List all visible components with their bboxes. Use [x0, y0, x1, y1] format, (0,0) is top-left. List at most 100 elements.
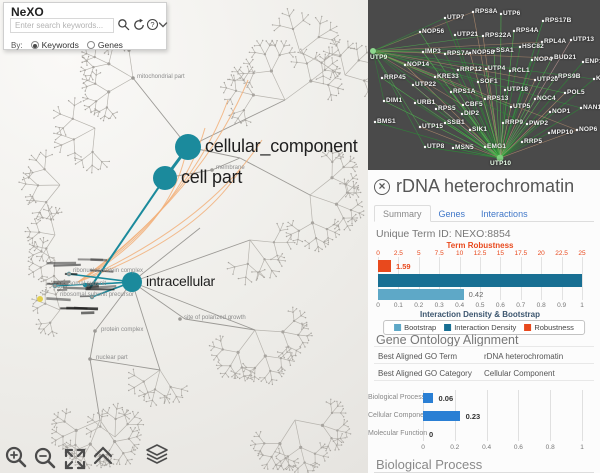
gene-label[interactable]: BUD21 — [554, 54, 577, 61]
gene-label[interactable]: RCL1 — [512, 67, 530, 74]
gene-label-hub[interactable]: UTP9 — [370, 54, 388, 61]
gene-label[interactable]: RRP45 — [384, 74, 406, 81]
tab-interactions[interactable]: Interactions — [481, 209, 528, 219]
gene-label[interactable]: NOP14 — [407, 61, 430, 68]
gene-label[interactable]: SOF1 — [480, 78, 498, 85]
tree-term-label[interactable]: mitochondrial part — [137, 74, 185, 80]
tree-term-label[interactable]: membrane — [216, 165, 245, 171]
gene-label[interactable]: NOP56 — [422, 28, 445, 35]
tree-term-label[interactable]: protein complex — [101, 327, 144, 333]
gene-label[interactable]: RRP12 — [460, 66, 482, 73]
gene-label[interactable]: MPP10 — [551, 129, 574, 136]
gene-label[interactable]: RPS22A — [485, 32, 512, 39]
gene-label[interactable]: SSA1 — [496, 47, 514, 54]
gene-label[interactable]: UTP20 — [537, 76, 559, 83]
tree-term-label[interactable]: ribonucleoprotein complex — [73, 268, 144, 274]
gene-label[interactable]: RPS13 — [487, 95, 509, 102]
gene-label[interactable]: URB1 — [417, 99, 436, 106]
gene-label[interactable]: SSB1 — [447, 119, 465, 126]
gene-label[interactable]: RPS1A — [453, 88, 476, 95]
gene-label[interactable]: KRR1 — [596, 75, 600, 82]
tree-term-label-major[interactable]: cellular_component — [205, 135, 358, 156]
radio-label-keywords[interactable]: Keywords — [41, 40, 79, 50]
search-input[interactable] — [10, 18, 114, 33]
close-icon[interactable]: × — [374, 179, 390, 195]
unique-term-id: Unique Term ID: NEXO:8854 — [376, 228, 511, 240]
gene-label[interactable]: RPS5 — [438, 105, 456, 112]
collapse-all-icon[interactable] — [90, 443, 116, 473]
go-category-label: Biological Process — [368, 394, 426, 401]
legend-item: Bootstrap — [394, 323, 436, 332]
gene-label[interactable]: RPS9B — [558, 73, 581, 80]
gene-label[interactable]: RPS8A — [475, 8, 498, 15]
top-axis-tick: 10 — [455, 250, 464, 257]
gene-label[interactable]: KRE33 — [437, 73, 459, 80]
gene-label[interactable]: NOP58 — [472, 49, 495, 56]
radio-keywords[interactable] — [30, 41, 39, 49]
gene-label[interactable]: SIK1 — [472, 126, 488, 133]
reset-icon[interactable] — [132, 18, 146, 32]
tree-term-label-major[interactable]: cell part — [181, 166, 243, 187]
bottom-axis-tick: 0.4 — [455, 302, 465, 309]
radio-genes[interactable] — [86, 41, 95, 49]
gene-label[interactable]: UTP7 — [447, 14, 465, 21]
top-axis-tick: 0 — [376, 250, 380, 257]
biological-process-heading: Biological Process — [376, 457, 483, 472]
layers-icon[interactable] — [144, 442, 170, 473]
gene-label[interactable]: RPL4A — [544, 38, 567, 45]
detail-tabs: Summary Genes Interactions — [374, 204, 594, 222]
tree-term-label[interactable]: nuclear part — [96, 355, 128, 361]
gene-label[interactable]: UTP21 — [457, 31, 479, 38]
search-icon[interactable] — [117, 18, 131, 32]
gene-label[interactable]: RPS7A — [447, 50, 470, 57]
term-title: rDNA heterochromatin — [396, 176, 575, 196]
gene-label[interactable]: NAN1 — [583, 104, 600, 111]
gene-label[interactable]: POL5 — [567, 89, 585, 96]
gene-label[interactable]: MSN5 — [455, 144, 474, 151]
top-axis-tick: 25 — [578, 250, 586, 257]
gene-label[interactable]: UTP6 — [503, 10, 521, 17]
fit-icon[interactable] — [62, 446, 88, 473]
tree-term-label[interactable]: site of polarized growth — [184, 315, 246, 321]
gene-label[interactable]: UTP4 — [488, 65, 506, 72]
radio-label-genes[interactable]: Genes — [97, 40, 123, 50]
legend-label: Robustness — [534, 323, 574, 332]
zoom-in-icon[interactable] — [4, 445, 30, 473]
tab-summary[interactable]: Summary — [374, 205, 431, 222]
gene-label[interactable]: NOP4 — [534, 56, 553, 63]
top-axis-tick: 5 — [416, 250, 421, 257]
gene-label[interactable]: UTP22 — [415, 81, 437, 88]
help-icon[interactable]: ? — [146, 18, 160, 32]
gene-label[interactable]: ENP1 — [585, 58, 600, 65]
gene-label[interactable]: HSC82 — [522, 43, 544, 50]
gene-label[interactable]: UTP8 — [427, 143, 445, 150]
gene-label[interactable]: RPS4A — [516, 27, 539, 34]
gene-label[interactable]: UTP5 — [513, 103, 531, 110]
tab-genes[interactable]: Genes — [438, 209, 466, 219]
tree-term-label[interactable]: ribosomal subunit — [59, 281, 107, 287]
tree-term-label-major[interactable]: intracellular — [146, 273, 215, 290]
gene-label[interactable]: RRP5 — [524, 138, 543, 145]
collapse-icon[interactable] — [157, 18, 171, 32]
gene-label[interactable]: UTP18 — [507, 86, 529, 93]
interaction-network-panel[interactable]: RPS8A UTP6 UTP7 RPS17B NOP56 UTP21 RPS22A RPS4A… — [368, 0, 600, 170]
tree-term-label[interactable]: ribosomal subunit precursor — [60, 292, 135, 298]
gene-label[interactable]: NOP1 — [552, 108, 571, 115]
gene-label[interactable]: UTP15 — [422, 123, 444, 130]
gene-label[interactable]: PWP2 — [529, 120, 549, 127]
gene-label[interactable]: IMP3 — [425, 48, 441, 55]
gene-label[interactable]: CBF5 — [465, 101, 483, 108]
gene-label[interactable]: UTP13 — [573, 36, 595, 43]
ontology-tree-canvas[interactable]: mitochondrial part membrane protein comple… — [0, 0, 368, 473]
gene-label[interactable]: RRP9 — [505, 119, 524, 126]
gene-label[interactable]: DIP2 — [464, 110, 480, 117]
gene-label[interactable]: NOC4 — [537, 95, 556, 102]
gene-label[interactable]: NOP6 — [579, 126, 598, 133]
gene-label[interactable]: DIM1 — [386, 97, 403, 104]
gene-label-hub[interactable]: UTP10 — [490, 160, 512, 167]
zoom-out-icon[interactable] — [33, 446, 59, 473]
gene-label[interactable]: RPS17B — [545, 17, 572, 24]
gene-label[interactable]: BMS1 — [377, 118, 396, 125]
gene-label[interactable]: EMG1 — [487, 143, 507, 150]
